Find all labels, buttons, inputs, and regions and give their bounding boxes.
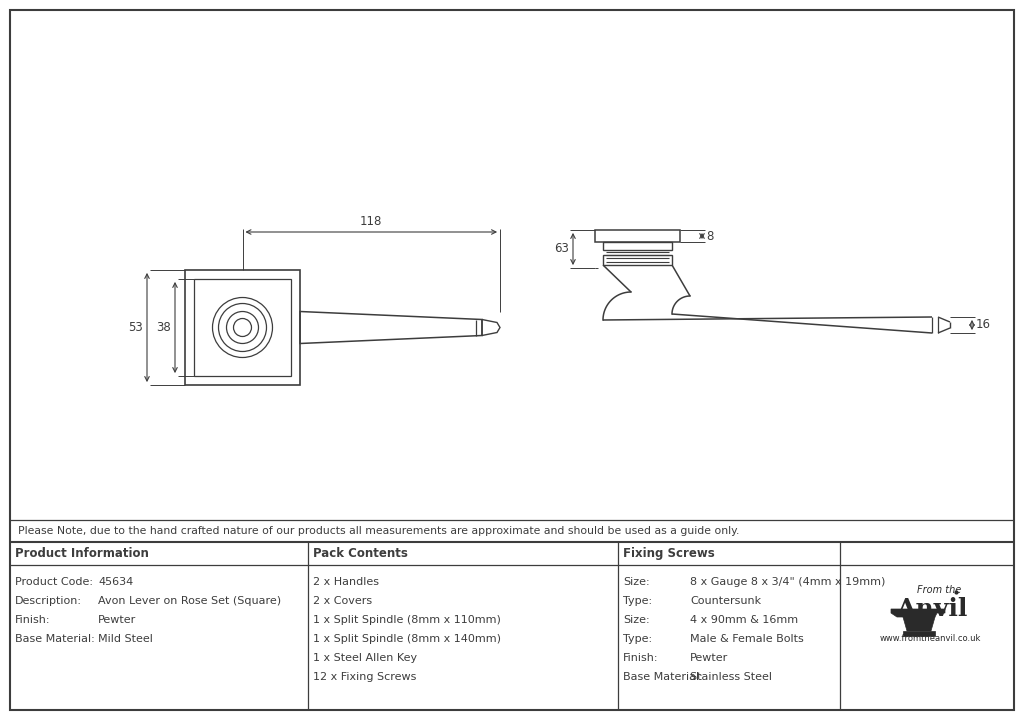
- Polygon shape: [903, 617, 935, 631]
- Text: Avon Lever on Rose Set (Square): Avon Lever on Rose Set (Square): [98, 596, 282, 606]
- Text: 2 x Handles: 2 x Handles: [313, 577, 379, 587]
- Text: www.fromtheanvil.co.uk: www.fromtheanvil.co.uk: [880, 634, 981, 643]
- Text: Base Material:: Base Material:: [15, 634, 95, 644]
- Text: Product Code:: Product Code:: [15, 577, 93, 587]
- Text: Pack Contents: Pack Contents: [313, 547, 408, 560]
- Text: 1 x Steel Allen Key: 1 x Steel Allen Key: [313, 653, 417, 663]
- Bar: [185, 270, 300, 385]
- Text: Product Information: Product Information: [15, 547, 148, 560]
- Text: Please Note, due to the hand crafted nature of our products all measurements are: Please Note, due to the hand crafted nat…: [18, 526, 739, 536]
- Text: 118: 118: [360, 215, 382, 228]
- Text: Type:: Type:: [623, 596, 652, 606]
- Text: 2 x Covers: 2 x Covers: [313, 596, 372, 606]
- Text: 16: 16: [976, 318, 991, 331]
- Text: From the: From the: [916, 585, 962, 595]
- Text: 45634: 45634: [98, 577, 133, 587]
- Text: 4 x 90mm & 16mm: 4 x 90mm & 16mm: [690, 615, 798, 625]
- Text: 38: 38: [157, 321, 171, 334]
- Text: Anvil: Anvil: [896, 597, 968, 621]
- Bar: [194, 279, 291, 376]
- Text: Base Material:: Base Material:: [623, 672, 702, 682]
- Text: Fixing Screws: Fixing Screws: [623, 547, 715, 560]
- Polygon shape: [891, 609, 945, 617]
- Text: 1 x Split Spindle (8mm x 140mm): 1 x Split Spindle (8mm x 140mm): [313, 634, 501, 644]
- Text: Type:: Type:: [623, 634, 652, 644]
- Text: Male & Female Bolts: Male & Female Bolts: [690, 634, 804, 644]
- Text: Description:: Description:: [15, 596, 82, 606]
- Text: Size:: Size:: [623, 615, 649, 625]
- Text: 8 x Gauge 8 x 3/4" (4mm x 19mm): 8 x Gauge 8 x 3/4" (4mm x 19mm): [690, 577, 886, 587]
- Text: 8: 8: [706, 230, 714, 243]
- Text: Countersunk: Countersunk: [690, 596, 761, 606]
- Text: Finish:: Finish:: [623, 653, 658, 663]
- Text: Stainless Steel: Stainless Steel: [690, 672, 772, 682]
- Bar: [603, 255, 672, 265]
- Polygon shape: [903, 631, 935, 636]
- Text: 53: 53: [128, 321, 143, 334]
- Text: 63: 63: [554, 243, 569, 256]
- Text: 12 x Fixing Screws: 12 x Fixing Screws: [313, 672, 417, 682]
- Text: 1 x Split Spindle (8mm x 110mm): 1 x Split Spindle (8mm x 110mm): [313, 615, 501, 625]
- Text: Pewter: Pewter: [690, 653, 728, 663]
- Text: Pewter: Pewter: [98, 615, 136, 625]
- Bar: [603, 242, 672, 250]
- Text: Mild Steel: Mild Steel: [98, 634, 153, 644]
- Bar: [595, 230, 680, 242]
- Text: Size:: Size:: [623, 577, 649, 587]
- Text: Finish:: Finish:: [15, 615, 50, 625]
